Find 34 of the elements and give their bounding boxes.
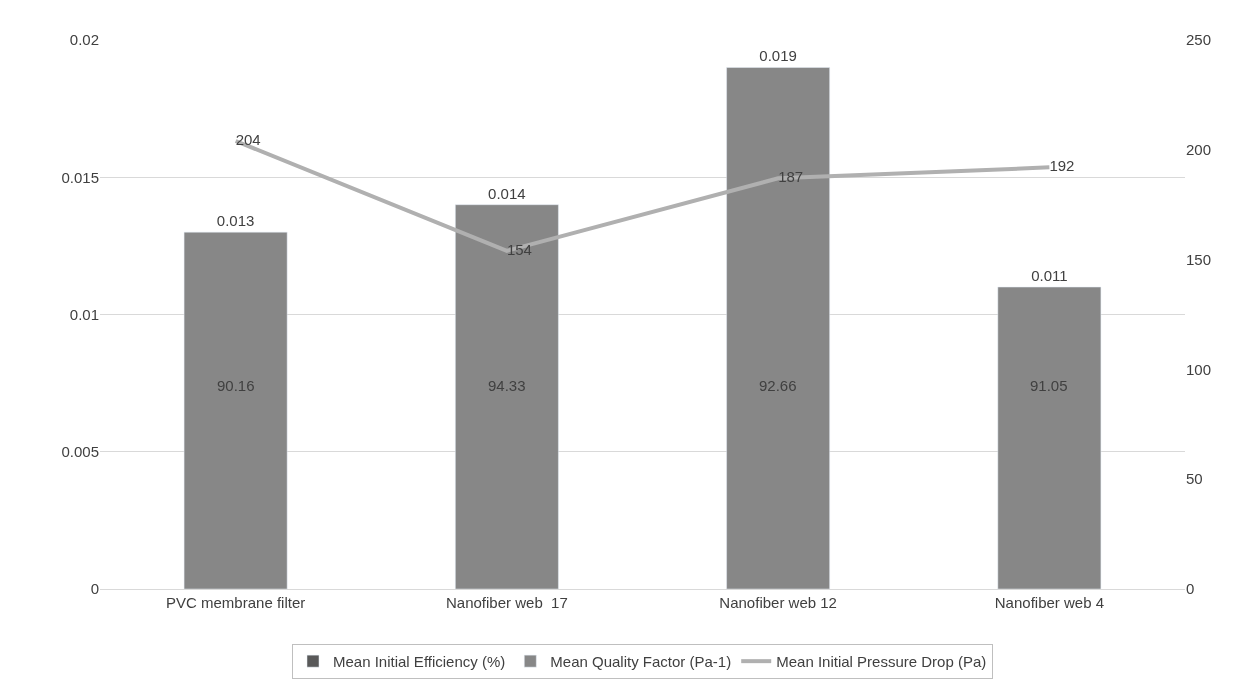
x-tick-label: Nanofiber web 4 xyxy=(994,594,1104,611)
y-tick-label: 0.02 xyxy=(69,31,99,49)
y2-tick-label: 0 xyxy=(1186,580,1195,598)
data-label: 192 xyxy=(1049,157,1075,175)
data-label: 187 xyxy=(778,168,804,186)
y2-tick-label: 250 xyxy=(1186,31,1212,49)
data-label: 0.014 xyxy=(488,184,526,202)
x-tick-label: Nanofiber web 17 xyxy=(446,594,568,611)
legend-label: Mean Quality Factor (Pa-1) xyxy=(550,653,732,670)
data-label: 0.013 xyxy=(216,212,255,230)
annotation: 92.66 xyxy=(759,377,797,394)
bar xyxy=(997,286,1102,589)
y2-tick-label: 100 xyxy=(1186,360,1212,378)
data-label: 154 xyxy=(506,240,532,258)
data-label: 0.011 xyxy=(1031,267,1068,285)
y-tick-label: 0.015 xyxy=(61,168,99,186)
annotation: 90.16 xyxy=(217,377,255,394)
bar xyxy=(455,204,559,589)
bar xyxy=(726,67,830,589)
data-label: 204 xyxy=(235,130,261,148)
annotation: 91.05 xyxy=(1030,377,1068,394)
bar xyxy=(183,231,288,589)
annotation: 94.33 xyxy=(488,377,526,394)
y2-tick-label: 200 xyxy=(1186,141,1212,159)
y-tick-label: 0.01 xyxy=(69,305,99,323)
legend-label: Mean Initial Efficiency (%) xyxy=(333,653,506,670)
y-tick-label: 0 xyxy=(90,580,99,598)
y-tick-label: 0.005 xyxy=(61,443,99,460)
x-tick-label: PVC membrane filter xyxy=(166,594,306,611)
data-label: 0.019 xyxy=(759,47,797,65)
y2-tick-label: 50 xyxy=(1186,470,1203,488)
legend-label: Mean Initial Pressure Drop (Pa) xyxy=(776,653,987,670)
y2-tick-label: 150 xyxy=(1186,250,1212,268)
x-tick-label: Nanofiber web 12 xyxy=(719,594,837,611)
